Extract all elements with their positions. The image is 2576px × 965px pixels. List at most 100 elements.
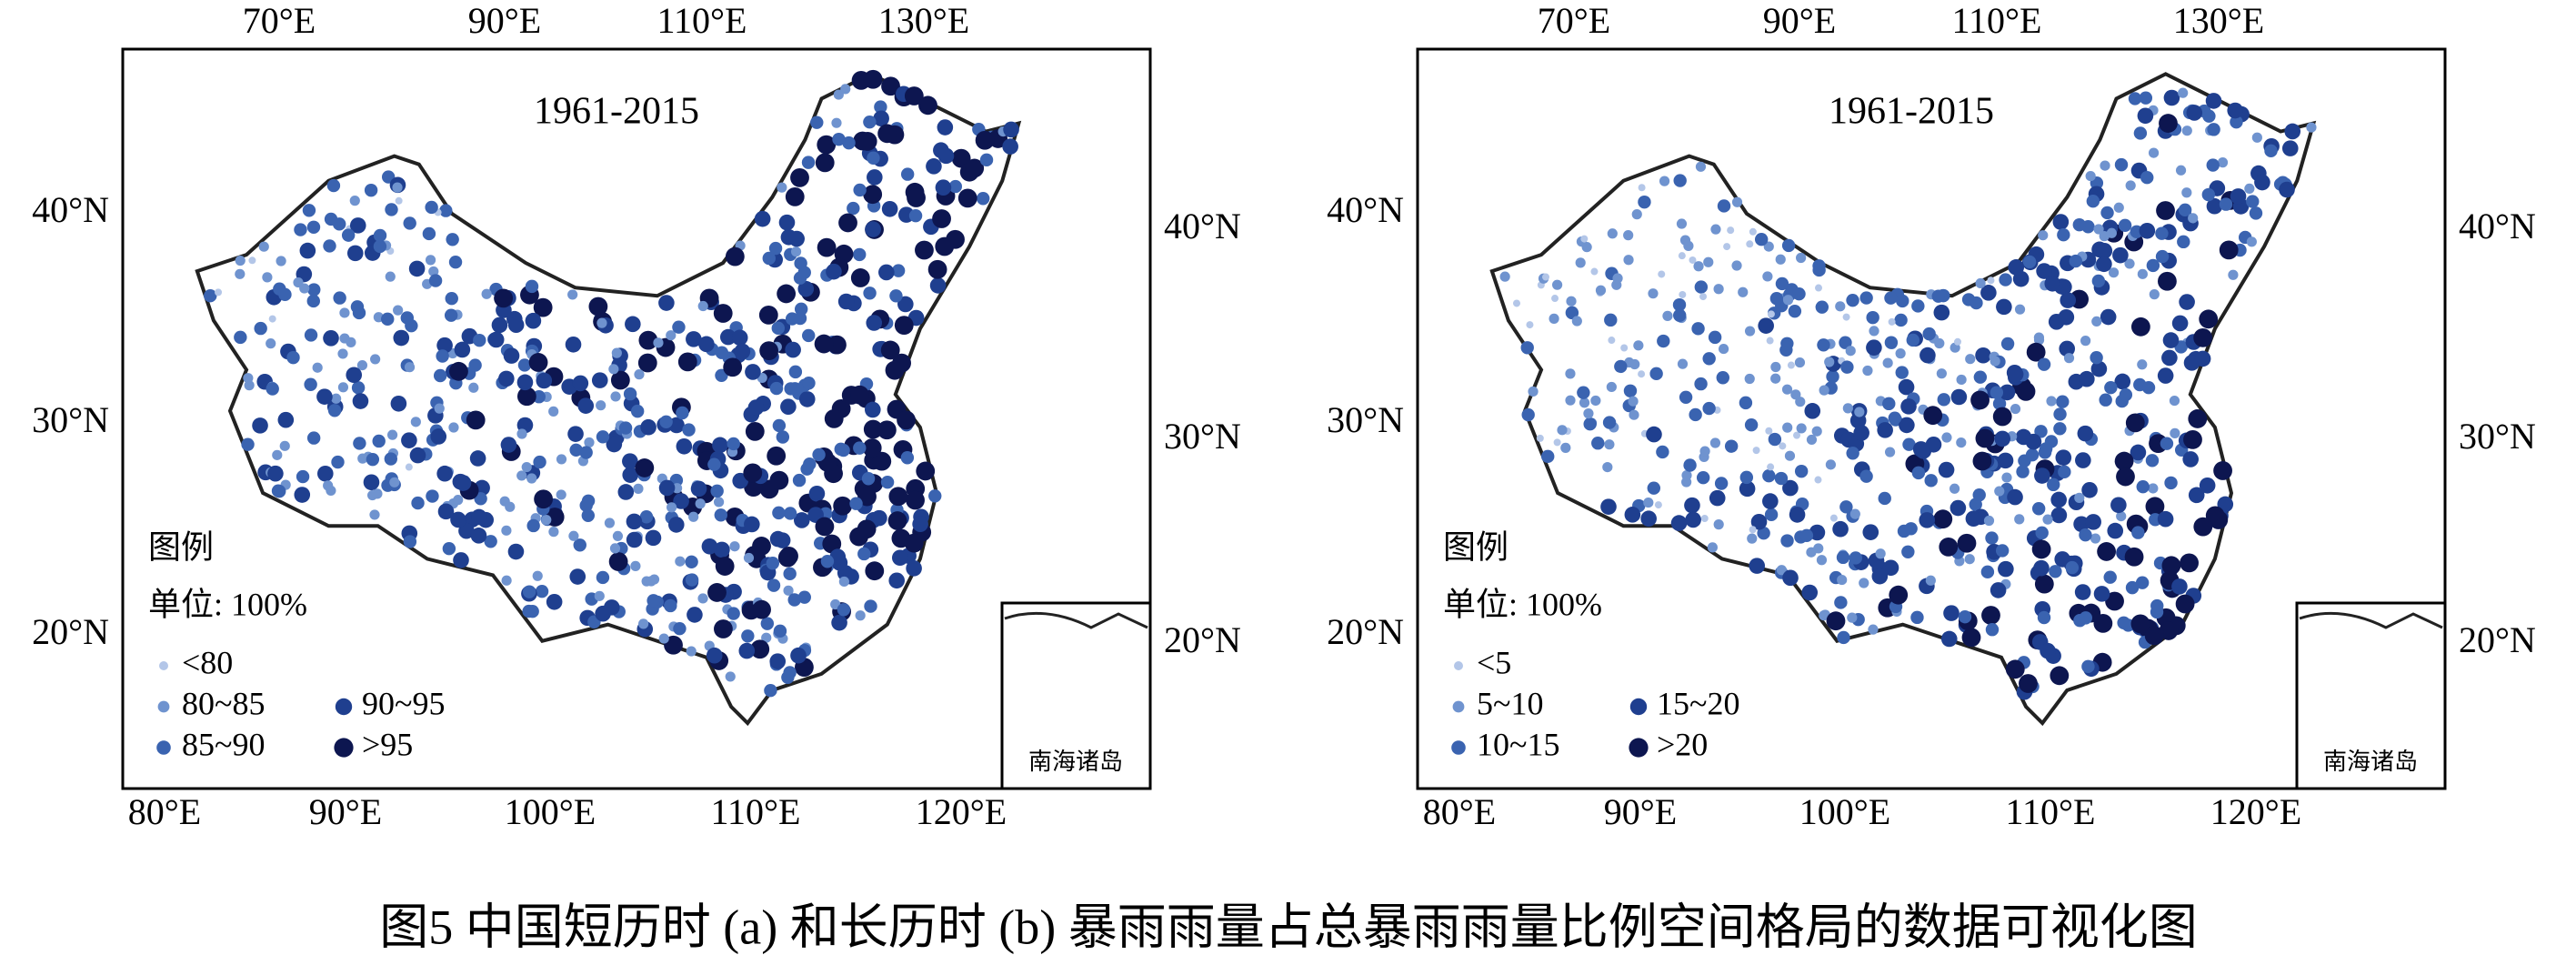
station-dot xyxy=(833,89,844,100)
station-dot xyxy=(409,447,426,464)
station-dot xyxy=(2031,539,2051,559)
station-dot xyxy=(2090,533,2101,544)
station-dot xyxy=(2171,578,2188,595)
station-dot xyxy=(1981,606,2000,625)
station-dot xyxy=(761,632,772,643)
station-dot xyxy=(1623,230,1634,241)
station-dot xyxy=(2110,497,2127,514)
station-dot xyxy=(2049,565,2062,578)
station-dot xyxy=(2194,350,2211,367)
station-dot xyxy=(838,576,849,588)
station-dot xyxy=(862,438,882,457)
station-dot xyxy=(276,256,286,266)
station-dot xyxy=(356,360,368,371)
station-dot xyxy=(1620,344,1629,352)
station-dot xyxy=(850,385,869,405)
station-dot xyxy=(1638,184,1646,192)
right-lat-label: 40°N xyxy=(2459,206,2536,246)
station-dot xyxy=(957,188,977,208)
station-dot xyxy=(1767,463,1775,471)
station-dot xyxy=(1933,304,1950,321)
station-dot xyxy=(341,228,356,242)
station-dot xyxy=(494,288,514,308)
station-dot xyxy=(787,593,801,607)
station-dot xyxy=(1804,403,1821,419)
station-dot xyxy=(1662,310,1673,321)
station-dot xyxy=(2183,429,2202,449)
station-dot xyxy=(2047,477,2060,492)
station-dot xyxy=(1975,277,1986,289)
station-dot xyxy=(626,513,643,530)
station-dot xyxy=(1762,493,1779,509)
station-dot xyxy=(468,358,482,372)
station-dot xyxy=(838,213,857,233)
station-dot xyxy=(317,465,334,482)
station-dot xyxy=(2104,381,2118,395)
station-dot xyxy=(565,336,582,353)
station-dot xyxy=(906,560,922,577)
bottom-lon-label: 90°E xyxy=(309,791,382,832)
station-dot xyxy=(517,358,532,372)
station-dot xyxy=(1866,339,1882,356)
station-dot xyxy=(822,534,842,554)
station-dot xyxy=(667,517,685,533)
station-dot xyxy=(640,418,657,436)
station-dot xyxy=(891,549,908,567)
station-dot xyxy=(505,501,516,512)
station-dot xyxy=(2100,308,2117,326)
station-dot xyxy=(428,274,443,287)
station-dot xyxy=(404,362,416,373)
station-dot xyxy=(1549,313,1559,324)
station-dot xyxy=(1819,610,1829,621)
station-dot xyxy=(2079,370,2095,387)
station-dot xyxy=(436,337,453,354)
station-dot xyxy=(1792,286,1806,301)
station-dot xyxy=(2124,258,2135,269)
station-dot xyxy=(323,239,336,253)
station-dot xyxy=(1919,512,1936,528)
station-dot xyxy=(2155,226,2169,240)
station-dot xyxy=(1774,471,1789,486)
station-dot xyxy=(349,196,360,206)
station-dot xyxy=(673,493,689,509)
station-dot xyxy=(857,547,871,561)
station-dot xyxy=(306,220,321,234)
station-dot xyxy=(266,338,276,349)
station-dot xyxy=(2199,309,2219,329)
station-dot xyxy=(1859,291,1873,305)
station-dot xyxy=(1575,257,1586,268)
station-dot xyxy=(1854,407,1865,417)
station-dot xyxy=(324,212,338,226)
station-dot xyxy=(1888,317,1896,326)
station-dot xyxy=(783,585,794,596)
station-dot xyxy=(596,400,606,411)
station-dot xyxy=(1782,422,1793,433)
station-dot xyxy=(2163,89,2180,106)
station-dot xyxy=(1520,341,1534,355)
station-dot xyxy=(1925,437,1942,453)
station-dot xyxy=(2206,158,2220,172)
station-dot xyxy=(1656,445,1669,459)
station-dot xyxy=(403,216,416,230)
station-dot xyxy=(2059,340,2076,357)
station-dot xyxy=(622,453,638,469)
station-dot xyxy=(337,382,349,393)
station-dot xyxy=(1775,276,1789,291)
station-dot xyxy=(606,436,623,453)
station-dot xyxy=(1600,498,1617,515)
station-dot xyxy=(241,437,255,451)
station-dot xyxy=(1657,334,1670,348)
station-dot xyxy=(1837,630,1850,645)
station-dot xyxy=(697,300,708,312)
legend-marker xyxy=(334,738,354,758)
station-dot xyxy=(785,186,805,206)
station-dot xyxy=(278,287,292,302)
station-dot xyxy=(1679,390,1693,404)
station-dot xyxy=(393,305,404,316)
station-dot xyxy=(323,330,339,347)
station-dot xyxy=(2016,465,2030,478)
station-dot xyxy=(975,130,995,150)
station-dot xyxy=(2148,147,2160,158)
station-dot xyxy=(254,321,267,336)
station-dot xyxy=(867,151,880,165)
